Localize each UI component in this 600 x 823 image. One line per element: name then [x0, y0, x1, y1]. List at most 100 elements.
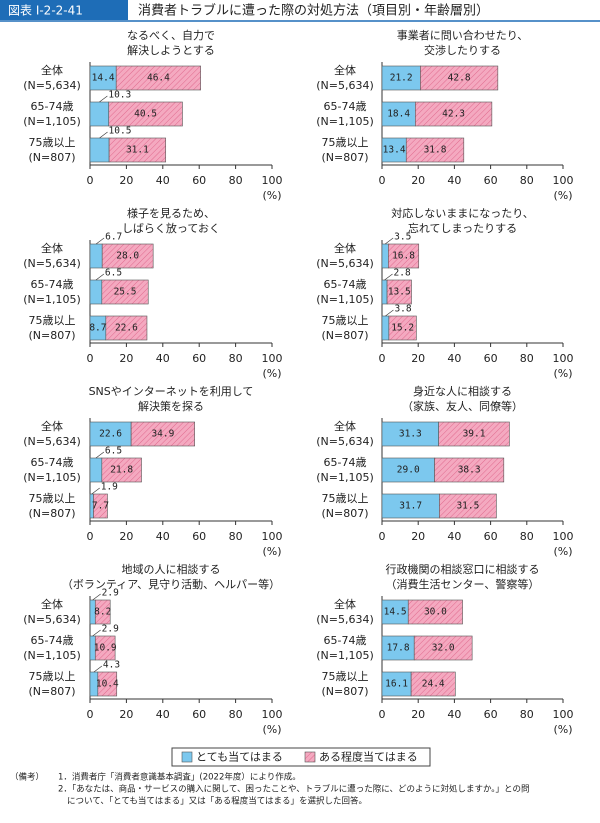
- chart-title: 地域の人に相談する: [122, 562, 221, 576]
- bar-segment: [381, 493, 440, 519]
- value-label: 8.2: [94, 607, 111, 618]
- category-label: 全体: [334, 241, 356, 255]
- x-tick-label: 20: [411, 708, 425, 721]
- x-tick-label: 60: [484, 352, 498, 365]
- bar-segment: [381, 243, 389, 269]
- chart-title: しばらく放っておく: [122, 221, 220, 235]
- value-label: 7.7: [92, 501, 109, 512]
- value-label: 13.5: [388, 287, 411, 298]
- bar-segment: [105, 315, 148, 341]
- value-label: 3.8: [394, 304, 411, 315]
- x-tick-label: 0: [379, 530, 386, 543]
- note-text: について、「とても当てはまる」又は「ある程度当てはまる」を選択した回答。: [67, 796, 367, 807]
- value-label: 10.4: [96, 679, 119, 690]
- leader-line: [99, 131, 108, 139]
- x-tick-label: 100: [262, 174, 283, 187]
- value-label: 42.3: [442, 109, 465, 120]
- x-tick-label: 40: [156, 530, 170, 543]
- bar-segment: [381, 315, 390, 341]
- value-label: 42.8: [448, 73, 471, 84]
- value-label: 40.5: [134, 109, 157, 120]
- value-label: 16.1: [385, 679, 408, 690]
- x-unit: (%): [553, 189, 572, 202]
- bar-segment: [101, 279, 149, 305]
- chart-title: （家族、友人、同僚等）: [402, 399, 523, 413]
- category-label: 全体: [41, 419, 63, 433]
- x-tick-label: 40: [156, 708, 170, 721]
- value-label: 6.5: [105, 446, 122, 457]
- bar-segment: [381, 599, 409, 625]
- leader-line: [384, 273, 393, 281]
- chart-title: なるべく、自力で: [127, 29, 215, 42]
- category-note: (N=5,634): [316, 435, 374, 448]
- bar-segment: [101, 243, 154, 269]
- x-unit: (%): [262, 367, 281, 380]
- category-label: 65-74歳: [31, 456, 74, 469]
- value-label: 28.0: [116, 251, 139, 262]
- value-label: 10.9: [94, 643, 117, 654]
- bar-segment: [386, 279, 412, 305]
- x-tick-label: 20: [119, 708, 133, 721]
- value-label: 31.1: [126, 145, 149, 156]
- bar-segment: [415, 101, 493, 127]
- x-tick-label: 100: [553, 530, 574, 543]
- category-note: (N=807): [28, 507, 75, 520]
- bar-segment: [89, 65, 117, 91]
- x-tick-label: 80: [229, 530, 243, 543]
- x-tick-label: 0: [379, 708, 386, 721]
- x-tick-label: 60: [192, 708, 206, 721]
- bar-segment: [381, 421, 439, 447]
- chart-title: SNSやインターネットを利用して: [89, 385, 254, 398]
- category-note: (N=807): [321, 507, 368, 520]
- leader-line: [92, 629, 101, 637]
- x-tick-label: 100: [553, 174, 574, 187]
- bar-segment: [89, 137, 110, 163]
- x-tick-label: 20: [119, 530, 133, 543]
- category-label: 全体: [41, 241, 63, 255]
- bar-segment: [130, 421, 195, 447]
- category-note: (N=5,634): [316, 257, 374, 270]
- category-note: (N=1,105): [23, 293, 81, 306]
- notes-label: （備考）: [10, 772, 44, 783]
- chart-title: 身近な人に相談する: [413, 384, 512, 398]
- bar-segment: [388, 315, 417, 341]
- header-label: 図表 I-2-2-41: [8, 4, 83, 18]
- value-label: 31.3: [399, 429, 422, 440]
- category-label: 65-74歳: [324, 100, 367, 113]
- value-label: 10.5: [109, 126, 132, 137]
- bar-segment: [388, 243, 420, 269]
- x-tick-label: 0: [87, 530, 94, 543]
- leader-line: [385, 309, 394, 317]
- x-tick-label: 60: [192, 530, 206, 543]
- leader-line: [91, 487, 100, 495]
- value-label: 16.8: [392, 251, 415, 262]
- value-label: 29.0: [397, 465, 420, 476]
- bar-segment: [381, 457, 435, 483]
- note-text: 2．「あなたは、商品・サービスの購入に関して、困ったことや、トラブルに遭った際に…: [58, 784, 529, 795]
- x-tick-label: 0: [87, 174, 94, 187]
- leader-line: [95, 273, 105, 281]
- category-note: (N=1,105): [23, 649, 81, 662]
- value-label: 31.7: [399, 501, 422, 512]
- legend-swatch: [304, 751, 316, 763]
- bar-segment: [115, 65, 201, 91]
- x-tick-label: 60: [192, 174, 206, 187]
- category-note: (N=1,105): [316, 293, 374, 306]
- value-label: 10.3: [108, 90, 131, 101]
- category-label: 75歳以上: [29, 136, 76, 149]
- header-badge: [0, 0, 128, 20]
- x-tick-label: 100: [553, 708, 574, 721]
- value-label: 24.4: [422, 679, 445, 690]
- bar-segment: [89, 101, 110, 127]
- chart-title: 行政機関の相談窓口に相談する: [386, 562, 540, 576]
- category-label: 65-74歳: [324, 634, 367, 647]
- value-label: 17.8: [387, 643, 410, 654]
- x-tick-label: 20: [411, 174, 425, 187]
- chart-title: （ボランティア、見守り活動、ヘルパー等）: [62, 577, 280, 591]
- category-note: (N=807): [321, 151, 368, 164]
- category-label: 75歳以上: [322, 136, 369, 149]
- category-note: (N=5,634): [23, 257, 81, 270]
- chart-title: 忘れてしまったりする: [408, 221, 517, 235]
- bar-segment: [94, 635, 116, 661]
- x-tick-label: 0: [87, 708, 94, 721]
